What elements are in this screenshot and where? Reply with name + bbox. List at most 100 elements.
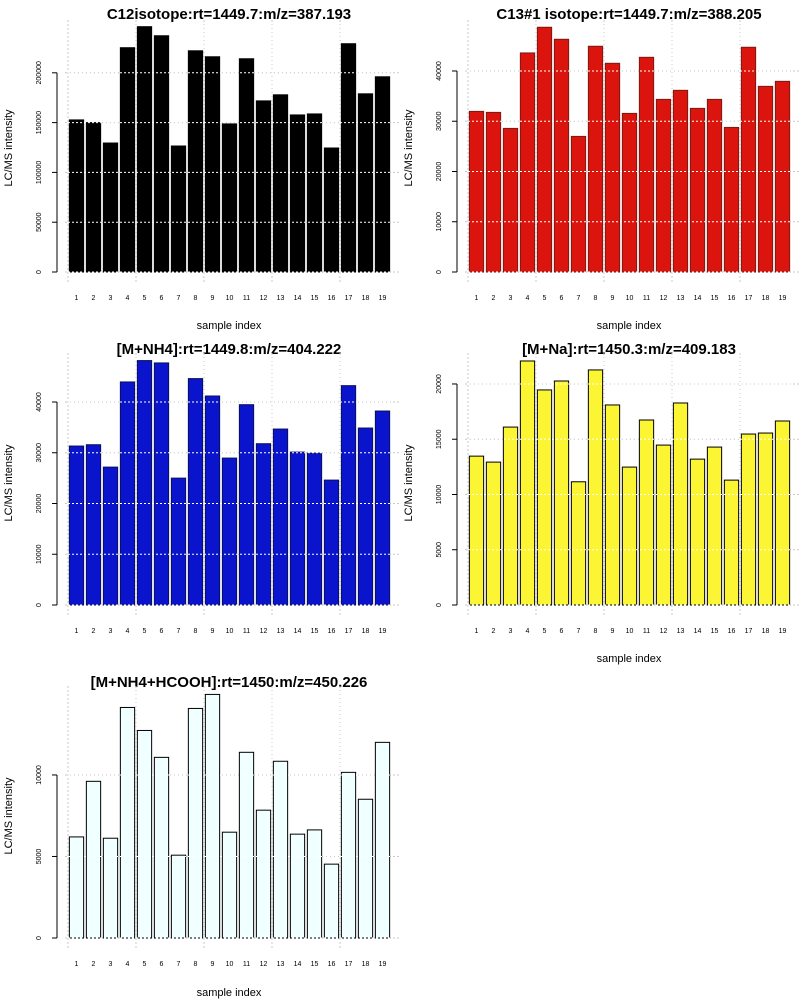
bar-sample-7	[170, 854, 187, 939]
x-tick-label: 3	[509, 295, 513, 302]
bar-sample-17	[340, 43, 357, 273]
x-tick-label: 3	[509, 628, 513, 635]
x-tick-label: 2	[92, 628, 96, 635]
x-tick-label: 2	[92, 961, 96, 968]
bar-sample-4	[519, 360, 536, 606]
bar-sample-17	[740, 46, 757, 273]
x-tick-label: 1	[475, 295, 479, 302]
x-tick-label: 6	[160, 628, 164, 635]
bar-sample-6	[153, 35, 170, 273]
x-tick-label: 5	[143, 295, 147, 302]
y-tick-label: 30000	[436, 111, 443, 131]
x-tick-label: 3	[109, 628, 113, 635]
bar-sample-10	[221, 457, 238, 606]
y-tick-label: 20000	[36, 494, 43, 514]
y-tick-label: 10000	[36, 765, 43, 785]
x-tick-label: 10	[226, 628, 234, 635]
x-axis-label: sample index	[597, 653, 662, 665]
x-tick-label: 18	[362, 628, 370, 635]
x-tick-label: 19	[779, 295, 787, 302]
bar-sample-2	[85, 122, 102, 273]
x-tick-label: 10	[626, 628, 634, 635]
x-tick-label: 4	[126, 628, 130, 635]
bar-sample-10	[621, 466, 638, 606]
x-axis: 1 2 3 4 5 6 7 8 9 10 11 12 13 14 15 16 17 18 19	[475, 628, 787, 635]
bar-sample-8	[187, 378, 204, 606]
x-tick-label: 7	[177, 295, 181, 302]
bar-sample-10	[221, 831, 238, 939]
x-tick-label: 13	[277, 961, 285, 968]
x-tick-label: 17	[745, 628, 753, 635]
x-tick-label: 14	[694, 628, 702, 635]
x-tick-label: 14	[294, 628, 302, 635]
y-tick-label: 10000	[436, 212, 443, 232]
x-axis-label: sample index	[197, 987, 262, 999]
y-axis: 0 10000 20000 30000 40000	[436, 61, 458, 274]
x-tick-label: 15	[711, 295, 719, 302]
grid-foreground	[468, 25, 791, 273]
y-tick-label: 150000	[36, 111, 43, 134]
bar-sample-1	[468, 110, 485, 273]
x-tick-label: 6	[160, 295, 164, 302]
y-tick-label: 10000	[436, 485, 443, 505]
x-tick-label: 8	[194, 628, 198, 635]
x-tick-label: 2	[492, 628, 496, 635]
x-tick-label: 16	[728, 295, 736, 302]
chart-panel-m-nh4: [M+NH4]:rt=1449.8:m/z=404.222 LC/MS inte…	[3, 341, 400, 635]
y-axis: 0 50000 100000 150000 200000	[36, 61, 58, 274]
bar-sample-3	[502, 426, 519, 606]
x-tick-label: 5	[143, 961, 147, 968]
bar-sample-13	[272, 428, 289, 606]
chart-title: [M+NH4+HCOOH]:rt=1450:m/z=450.226	[91, 674, 368, 691]
bar-sample-15	[706, 98, 723, 273]
y-axis: 0 5000 10000	[36, 765, 58, 940]
x-tick-label: 17	[745, 295, 753, 302]
x-tick-label: 9	[611, 295, 615, 302]
bar-sample-8	[187, 707, 204, 939]
x-tick-label: 10	[226, 295, 234, 302]
x-tick-label: 10	[226, 961, 234, 968]
x-tick-label: 2	[92, 295, 96, 302]
x-tick-label: 18	[762, 295, 770, 302]
x-tick-label: 17	[345, 628, 353, 635]
x-tick-label: 6	[560, 628, 564, 635]
x-tick-label: 12	[660, 295, 668, 302]
x-tick-label: 18	[362, 961, 370, 968]
x-tick-label: 17	[345, 961, 353, 968]
bar-sample-18	[357, 427, 374, 606]
bar-sample-11	[238, 404, 255, 606]
bar-sample-17	[740, 433, 757, 606]
y-tick-label: 30000	[36, 443, 43, 463]
x-axis: 1 2 3 4 5 6 7 8 9 10 11 12 13 14 15 16 17 18 19	[75, 628, 387, 635]
x-tick-label: 4	[126, 295, 130, 302]
bar-sample-19	[374, 741, 391, 939]
y-tick-label: 100000	[36, 161, 43, 184]
bar-sample-1	[468, 455, 485, 606]
chart-panel-c12-isotope: C12isotope:rt=1449.7:m/z=387.193 LC/MS i…	[3, 6, 400, 332]
x-tick-label: 9	[611, 628, 615, 635]
bar-sample-4	[119, 706, 136, 939]
x-tick-label: 16	[328, 295, 336, 302]
chart-title: [M+NH4]:rt=1449.8:m/z=404.222	[117, 341, 342, 358]
grid-foreground	[68, 691, 391, 939]
y-tick-label: 0	[436, 270, 443, 274]
bar-sample-5	[136, 26, 153, 273]
y-tick-label: 200000	[36, 61, 43, 84]
y-axis-label: LC/MS intensity	[403, 444, 415, 522]
x-tick-label: 12	[260, 961, 268, 968]
bars	[68, 693, 391, 939]
bar-sample-1	[68, 836, 85, 939]
chart-title: C13#1 isotope:rt=1449.7:m/z=388.205	[496, 6, 761, 23]
x-axis: 1 2 3 4 5 6 7 8 9 10 11 12 13 14 15 16 17 18 19	[475, 295, 787, 302]
bar-sample-9	[604, 62, 621, 273]
x-tick-label: 16	[728, 628, 736, 635]
x-tick-label: 8	[194, 961, 198, 968]
x-tick-label: 12	[260, 628, 268, 635]
bars	[468, 360, 791, 606]
bar-sample-14	[289, 451, 306, 606]
x-tick-label: 19	[379, 628, 387, 635]
x-axis-label: sample index	[597, 320, 662, 332]
x-tick-label: 8	[594, 295, 598, 302]
bar-sample-12	[255, 809, 272, 939]
x-tick-label: 1	[75, 628, 79, 635]
